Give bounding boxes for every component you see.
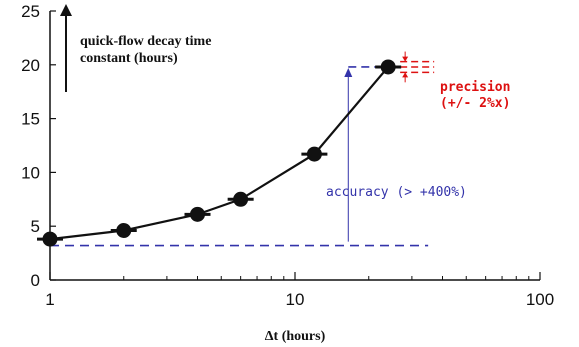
accuracy-arrow-head <box>344 67 353 77</box>
y-tick-label: 5 <box>31 217 40 236</box>
data-point <box>42 231 58 247</box>
precision-upper-arrow-head <box>402 56 409 62</box>
data-point <box>233 191 249 207</box>
data-point <box>306 146 322 162</box>
accuracy-label: accuracy (> +400%) <box>326 185 467 200</box>
x-axis-title: Δt (hours) <box>265 329 326 344</box>
y-ticks: 0 5 10 15 20 25 <box>21 2 56 290</box>
y-tick-label: 20 <box>21 56 40 75</box>
data-point <box>380 59 396 75</box>
series-line <box>49 66 389 241</box>
precision-annotation <box>400 51 435 83</box>
ylabel-arrow-head <box>60 4 72 16</box>
precision-lower-arrow-head <box>402 72 409 78</box>
precision-label-line-1: precision <box>440 80 510 95</box>
accuracy-annotation <box>50 66 429 247</box>
ylabel-text-line-2: constant (hours) <box>80 51 178 66</box>
y-tick-label: 10 <box>21 163 40 182</box>
y-tick-label: 25 <box>21 2 40 21</box>
ylabel-text-line-1: quick-flow decay time <box>80 34 211 49</box>
data-point <box>190 206 206 222</box>
series-group <box>37 59 402 247</box>
x-tick-label: 1 <box>45 290 54 309</box>
y-tick-label: 15 <box>21 110 40 129</box>
precision-label-line-2: (+/- 2%x) <box>440 96 510 111</box>
y-tick-label: 0 <box>31 271 40 290</box>
data-point <box>116 223 132 239</box>
x-tick-label: 10 <box>286 290 305 309</box>
x-ticks: 1 10 100 <box>45 272 554 309</box>
x-tick-label: 100 <box>526 290 554 309</box>
